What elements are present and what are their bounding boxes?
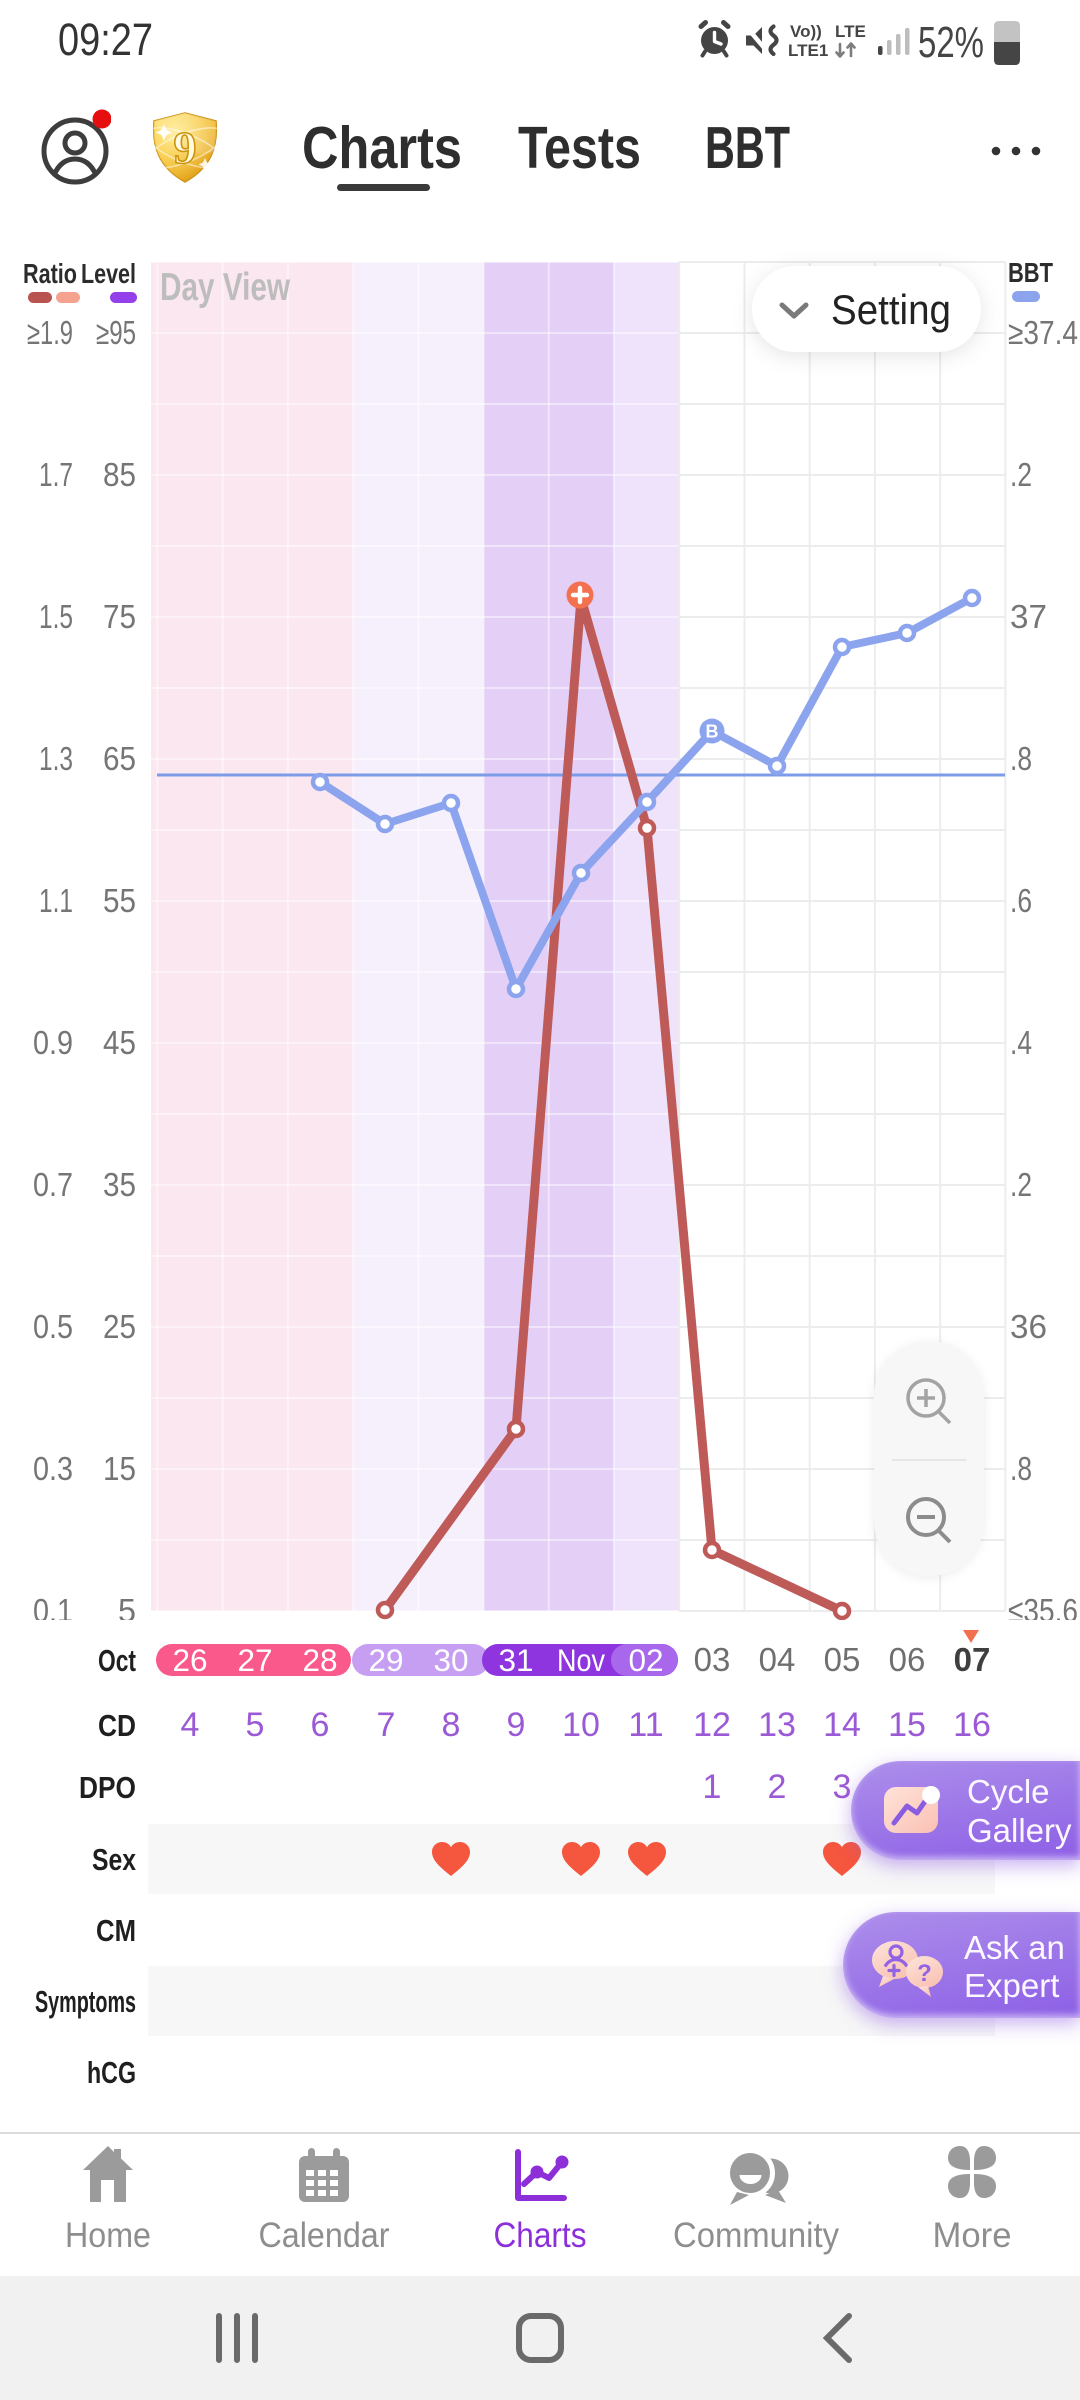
svg-text:CM: CM (96, 1913, 136, 1948)
svg-text:09:27: 09:27 (58, 14, 153, 65)
svg-text:9: 9 (507, 1706, 526, 1744)
svg-text:0.5: 0.5 (33, 1308, 73, 1345)
svg-text:25: 25 (103, 1308, 136, 1345)
svg-text:Home: Home (65, 2216, 151, 2255)
svg-text:Ratio: Ratio (23, 258, 77, 289)
svg-text:36: 36 (1010, 1308, 1047, 1345)
svg-text:26: 26 (172, 1642, 207, 1678)
svg-text:Gallery: Gallery (967, 1812, 1072, 1849)
svg-text:LTE: LTE (835, 22, 866, 41)
svg-text:5: 5 (246, 1706, 265, 1744)
svg-text:1.1: 1.1 (39, 882, 73, 919)
svg-text:More: More (933, 2216, 1012, 2255)
svg-text:Day View: Day View (160, 266, 290, 309)
svg-text:29: 29 (368, 1642, 403, 1678)
svg-text:≥95: ≥95 (96, 314, 136, 351)
svg-text:.8: .8 (1010, 740, 1032, 777)
svg-text:9: 9 (174, 122, 197, 173)
svg-text:Charts: Charts (302, 115, 462, 181)
svg-text:4: 4 (181, 1706, 200, 1744)
svg-text:Setting: Setting (831, 286, 951, 333)
svg-text:DPO: DPO (79, 1770, 136, 1805)
svg-text:Oct: Oct (98, 1643, 136, 1678)
svg-text:35: 35 (103, 1166, 136, 1203)
svg-text:5: 5 (118, 1592, 136, 1620)
svg-text:Community: Community (673, 2216, 839, 2255)
svg-text:BBT: BBT (705, 115, 790, 181)
svg-text:06: 06 (889, 1641, 926, 1678)
svg-text:Symptoms: Symptoms (35, 1984, 136, 2019)
svg-text:52%: 52% (918, 18, 984, 67)
svg-text:16: 16 (953, 1706, 991, 1744)
svg-text:2: 2 (768, 1768, 787, 1806)
svg-text:3: 3 (833, 1768, 852, 1806)
svg-text:Calendar: Calendar (259, 2216, 390, 2255)
svg-text:0.9: 0.9 (33, 1024, 73, 1061)
svg-text:≥37.4: ≥37.4 (1008, 314, 1078, 351)
svg-text:Ask an: Ask an (964, 1929, 1065, 1966)
svg-text:31: 31 (498, 1642, 533, 1678)
svg-text:75: 75 (103, 598, 136, 635)
svg-text:.4: .4 (1010, 1024, 1032, 1061)
svg-text:30: 30 (433, 1642, 468, 1678)
svg-text:12: 12 (693, 1706, 731, 1744)
svg-text:1.3: 1.3 (39, 740, 73, 777)
svg-text:11: 11 (628, 1706, 663, 1744)
svg-text:Sex: Sex (92, 1842, 137, 1877)
svg-text:27: 27 (237, 1642, 272, 1678)
svg-text:55: 55 (103, 882, 136, 919)
svg-text:0.1: 0.1 (33, 1592, 73, 1620)
svg-text:Charts: Charts (494, 2216, 587, 2255)
svg-text:CD: CD (98, 1708, 136, 1743)
svg-text:15: 15 (888, 1706, 926, 1744)
svg-text:03: 03 (694, 1641, 731, 1678)
svg-text:Expert: Expert (964, 1967, 1059, 2004)
svg-text:B: B (706, 722, 719, 742)
svg-text:02: 02 (628, 1642, 663, 1678)
svg-text:.2: .2 (1010, 456, 1032, 493)
svg-text:≥1.9: ≥1.9 (27, 314, 73, 351)
svg-text:Level: Level (81, 258, 136, 289)
svg-text:65: 65 (103, 740, 136, 777)
svg-text:85: 85 (103, 456, 136, 493)
svg-text:6: 6 (311, 1706, 330, 1744)
svg-text:15: 15 (103, 1450, 136, 1487)
svg-text:≤35.6: ≤35.6 (1008, 1592, 1078, 1620)
svg-text:1.5: 1.5 (39, 598, 73, 635)
svg-text:28: 28 (302, 1642, 337, 1678)
svg-text:Cycle: Cycle (967, 1773, 1050, 1810)
svg-text:10: 10 (562, 1706, 600, 1744)
svg-text:.2: .2 (1010, 1166, 1032, 1203)
svg-text:8: 8 (442, 1706, 461, 1744)
svg-text:1.7: 1.7 (39, 456, 73, 493)
svg-text:04: 04 (759, 1641, 796, 1678)
svg-text:Tests: Tests (518, 115, 641, 181)
svg-text:14: 14 (823, 1706, 861, 1744)
svg-text:.6: .6 (1010, 882, 1032, 919)
svg-text:07: 07 (954, 1641, 991, 1678)
svg-text:45: 45 (103, 1024, 136, 1061)
svg-text:.8: .8 (1010, 1450, 1032, 1487)
svg-text:0.3: 0.3 (33, 1450, 73, 1487)
svg-text:05: 05 (824, 1641, 861, 1678)
svg-text:37: 37 (1010, 598, 1047, 635)
svg-text:LTE1: LTE1 (788, 41, 828, 60)
svg-text:Vo)): Vo)) (790, 22, 822, 41)
svg-text:0.7: 0.7 (33, 1166, 73, 1203)
svg-text:1: 1 (703, 1768, 722, 1806)
svg-text:13: 13 (758, 1706, 796, 1744)
svg-text:?: ? (917, 1960, 932, 1987)
svg-text:hCG: hCG (87, 2055, 136, 2090)
svg-text:Nov: Nov (557, 1642, 605, 1678)
svg-text:7: 7 (377, 1706, 396, 1744)
svg-text:BBT: BBT (1008, 257, 1053, 288)
